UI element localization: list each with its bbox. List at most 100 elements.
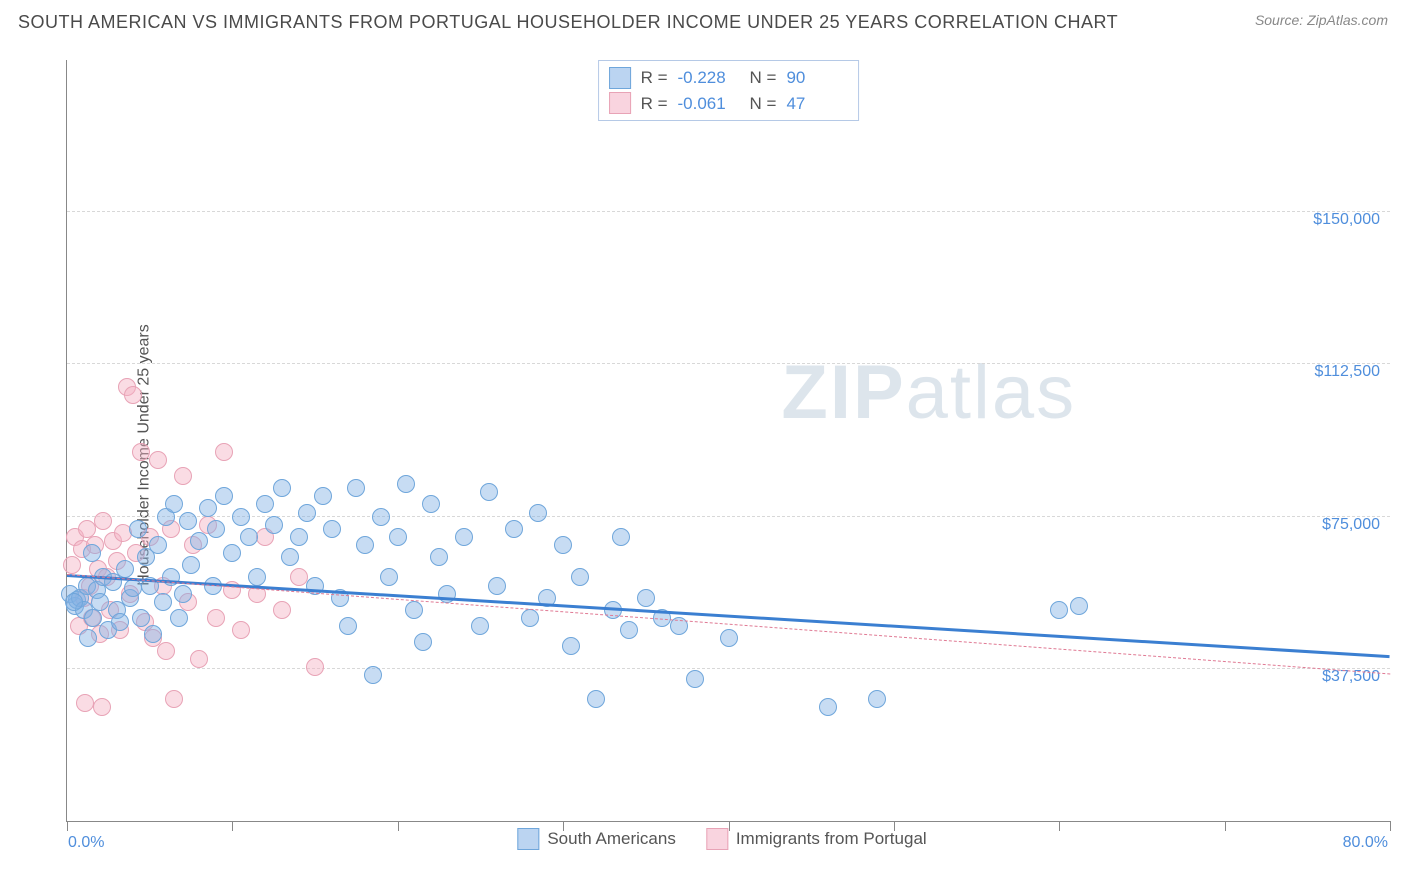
- stats-row-1: R = -0.061 N = 47: [609, 91, 849, 117]
- data-point: [521, 609, 539, 627]
- data-point: [347, 479, 365, 497]
- x-tick: [398, 821, 399, 831]
- data-point: [488, 577, 506, 595]
- stat-r-label: R =: [641, 65, 668, 91]
- data-point: [430, 548, 448, 566]
- stats-row-0: R = -0.228 N = 90: [609, 65, 849, 91]
- y-tick-label: $75,000: [1322, 516, 1380, 534]
- data-point: [505, 520, 523, 538]
- data-point: [414, 633, 432, 651]
- data-point: [480, 483, 498, 501]
- data-point: [149, 536, 167, 554]
- plot-region: ZIPatlas R = -0.228 N = 90 R = -0.061 N …: [66, 60, 1390, 822]
- data-point: [174, 585, 192, 603]
- legend-item-0: South Americans: [517, 828, 676, 850]
- chart-title: SOUTH AMERICAN VS IMMIGRANTS FROM PORTUG…: [18, 12, 1118, 33]
- data-point: [339, 617, 357, 635]
- gridline-h: [67, 211, 1390, 212]
- watermark: ZIPatlas: [781, 349, 1076, 436]
- data-point: [323, 520, 341, 538]
- data-point: [232, 621, 250, 639]
- trend-line: [67, 574, 1390, 674]
- data-point: [290, 528, 308, 546]
- data-point: [314, 487, 332, 505]
- stat-n-value-0: 90: [786, 65, 848, 91]
- gridline-h: [67, 668, 1390, 669]
- data-point: [65, 593, 83, 611]
- gridline-h: [67, 516, 1390, 517]
- data-point: [165, 495, 183, 513]
- data-point: [455, 528, 473, 546]
- data-point: [298, 504, 316, 522]
- data-point: [397, 475, 415, 493]
- legend-item-1: Immigrants from Portugal: [706, 828, 927, 850]
- data-point: [273, 479, 291, 497]
- chart-area: Householder Income Under 25 years ZIPatl…: [54, 60, 1390, 850]
- data-point: [290, 568, 308, 586]
- y-tick-label: $150,000: [1313, 211, 1380, 229]
- data-point: [132, 609, 150, 627]
- data-point: [207, 609, 225, 627]
- data-point: [83, 544, 101, 562]
- data-point: [265, 516, 283, 534]
- gridline-h: [67, 363, 1390, 364]
- data-point: [116, 560, 134, 578]
- data-point: [620, 621, 638, 639]
- data-point: [1050, 601, 1068, 619]
- data-point: [256, 495, 274, 513]
- swatch-series-1-bottom: [706, 828, 728, 850]
- legend-label-0: South Americans: [547, 829, 676, 849]
- data-point: [720, 629, 738, 647]
- data-point: [174, 467, 192, 485]
- data-point: [868, 690, 886, 708]
- x-axis-end-label: 80.0%: [1343, 834, 1388, 852]
- x-tick: [1390, 821, 1391, 831]
- data-point: [471, 617, 489, 635]
- x-tick: [1059, 821, 1060, 831]
- data-point: [149, 451, 167, 469]
- data-point: [132, 443, 150, 461]
- data-point: [637, 589, 655, 607]
- data-point: [562, 637, 580, 655]
- stat-r-value-1: -0.061: [678, 91, 740, 117]
- stat-r-value-0: -0.228: [678, 65, 740, 91]
- legend-label-1: Immigrants from Portugal: [736, 829, 927, 849]
- data-point: [554, 536, 572, 554]
- data-point: [199, 499, 217, 517]
- data-point: [76, 694, 94, 712]
- data-point: [179, 512, 197, 530]
- data-point: [372, 508, 390, 526]
- stat-r-label: R =: [641, 91, 668, 117]
- data-point: [364, 666, 382, 684]
- x-tick: [67, 821, 68, 831]
- data-point: [124, 386, 142, 404]
- data-point: [215, 443, 233, 461]
- data-point: [571, 568, 589, 586]
- data-point: [154, 593, 172, 611]
- stats-legend: R = -0.228 N = 90 R = -0.061 N = 47: [598, 60, 860, 121]
- data-point: [190, 650, 208, 668]
- x-axis-start-label: 0.0%: [68, 834, 104, 852]
- data-point: [356, 536, 374, 554]
- data-point: [306, 658, 324, 676]
- data-point: [686, 670, 704, 688]
- data-point: [111, 613, 129, 631]
- data-point: [63, 556, 81, 574]
- data-point: [207, 520, 225, 538]
- data-point: [129, 520, 147, 538]
- y-tick-label: $112,500: [1314, 363, 1380, 381]
- data-point: [612, 528, 630, 546]
- data-point: [157, 642, 175, 660]
- data-point: [79, 629, 97, 647]
- swatch-series-0: [609, 67, 631, 89]
- stat-n-label: N =: [750, 65, 777, 91]
- swatch-series-0-bottom: [517, 828, 539, 850]
- data-point: [94, 512, 112, 530]
- stat-n-value-1: 47: [786, 91, 848, 117]
- x-tick: [1225, 821, 1226, 831]
- data-point: [215, 487, 233, 505]
- data-point: [144, 625, 162, 643]
- data-point: [91, 593, 109, 611]
- stat-n-label: N =: [750, 91, 777, 117]
- x-tick: [232, 821, 233, 831]
